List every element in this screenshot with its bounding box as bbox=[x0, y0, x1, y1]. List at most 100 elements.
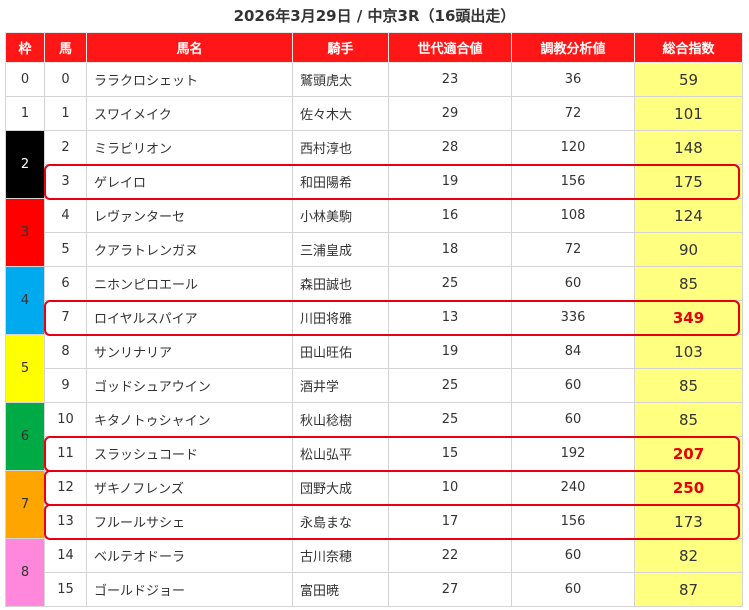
table-row: 5 8 サンリナリア 田山旺佑 19 84 103 bbox=[5, 334, 743, 403]
horse-name-cell: スラッシュコード bbox=[86, 436, 293, 471]
chokyo-value-cell: 240 bbox=[511, 470, 635, 505]
sedai-value-cell: 15 bbox=[388, 436, 512, 471]
sedai-value-cell: 28 bbox=[388, 130, 512, 165]
chokyo-value-cell: 120 bbox=[511, 130, 635, 165]
sedai-value-cell: 19 bbox=[388, 334, 512, 369]
horse-number-cell: 7 bbox=[44, 300, 87, 335]
table-row: 4 6 ニホンピロエール 森田誠也 25 60 85 bbox=[5, 266, 743, 335]
total-index-cell: 103 bbox=[634, 334, 743, 369]
chokyo-value-cell: 156 bbox=[511, 164, 635, 199]
horse-name-cell: ロイヤルスパイア bbox=[86, 300, 293, 335]
jockey-cell: 田山旺佑 bbox=[292, 334, 389, 369]
horse-number-cell: 10 bbox=[44, 402, 87, 437]
horse-name-cell: キタノトゥシャイン bbox=[86, 402, 293, 437]
chokyo-value-cell: 156 bbox=[511, 504, 635, 539]
horse-name-cell: ベルテオドーラ bbox=[86, 538, 293, 573]
horse-number-cell: 12 bbox=[44, 470, 87, 505]
horse-number-cell: 6 bbox=[44, 266, 87, 301]
horse-name-cell: ララクロシェット bbox=[86, 62, 293, 97]
horse-number-cell: 2 bbox=[44, 130, 87, 165]
total-index-cell: 148 bbox=[634, 130, 743, 165]
table-row: 8 14 ベルテオドーラ 古川奈穂 22 60 82 bbox=[5, 538, 743, 607]
table-row: 3 4 レヴァンターセ 小林美駒 16 108 124 bbox=[5, 198, 743, 267]
total-index-cell: 175 bbox=[634, 164, 743, 199]
table-row: 2 2 ミラビリオン 西村淳也 28 120 148 bbox=[5, 130, 743, 199]
sedai-value-cell: 17 bbox=[388, 504, 512, 539]
table-header-row: 枠 馬 馬名 騎手 世代適合値 調教分析値 総合指数 bbox=[5, 32, 743, 63]
sedai-value-cell: 25 bbox=[388, 402, 512, 437]
table-row: 3 ゲレイロ 和田陽希 19 156 175 bbox=[6, 164, 743, 199]
total-index-cell: 349 bbox=[634, 300, 743, 335]
header-sedai: 世代適合値 bbox=[388, 32, 512, 63]
race-table: 枠 馬 馬名 騎手 世代適合値 調教分析値 総合指数 0 0 ララクロシェット 鷲頭虎… bbox=[5, 32, 743, 607]
table-row: 0 0 ララクロシェット 鷲頭虎太 23 36 59 bbox=[5, 62, 743, 97]
horse-name-cell: ミラビリオン bbox=[86, 130, 293, 165]
horse-name-cell: ニホンピロエール bbox=[86, 266, 293, 301]
table-row: 7 12 ザキノフレンズ 団野大成 10 240 250 bbox=[5, 470, 743, 539]
horse-number-cell: 13 bbox=[44, 504, 87, 539]
chokyo-value-cell: 60 bbox=[511, 572, 635, 607]
header-jockey: 騎手 bbox=[292, 32, 389, 63]
table-row: 6 10 キタノトゥシャイン 秋山稔樹 25 60 85 bbox=[5, 402, 743, 471]
table-row: 9 ゴッドシュアウイン 酒井学 25 60 85 bbox=[6, 368, 743, 403]
total-index-cell: 124 bbox=[634, 198, 743, 233]
table-row: 13 フルールサシェ 永島まな 17 156 173 bbox=[6, 504, 743, 539]
waku-cell: 6 bbox=[5, 402, 45, 471]
waku-cell: 7 bbox=[5, 470, 45, 539]
horse-name-cell: ゲレイロ bbox=[86, 164, 293, 199]
waku-cell: 0 bbox=[5, 62, 45, 97]
total-index-cell: 59 bbox=[634, 62, 743, 97]
sedai-value-cell: 25 bbox=[388, 266, 512, 301]
horse-name-cell: フルールサシェ bbox=[86, 504, 293, 539]
total-index-cell: 250 bbox=[634, 470, 743, 505]
total-index-cell: 90 bbox=[634, 232, 743, 267]
jockey-cell: 古川奈穂 bbox=[292, 538, 389, 573]
sedai-value-cell: 25 bbox=[388, 368, 512, 403]
total-index-cell: 101 bbox=[634, 96, 743, 131]
horse-number-cell: 3 bbox=[44, 164, 87, 199]
horse-number-cell: 11 bbox=[44, 436, 87, 471]
horse-name-cell: ゴールドジョー bbox=[86, 572, 293, 607]
chokyo-value-cell: 36 bbox=[511, 62, 635, 97]
jockey-cell: 松山弘平 bbox=[292, 436, 389, 471]
sedai-value-cell: 16 bbox=[388, 198, 512, 233]
horse-number-cell: 0 bbox=[44, 62, 87, 97]
chokyo-value-cell: 192 bbox=[511, 436, 635, 471]
jockey-cell: 酒井学 bbox=[292, 368, 389, 403]
chokyo-value-cell: 72 bbox=[511, 232, 635, 267]
page-title: 2026年3月29日 / 中京3R（16頭出走） bbox=[233, 7, 516, 25]
horse-number-cell: 14 bbox=[44, 538, 87, 573]
horse-number-cell: 8 bbox=[44, 334, 87, 369]
total-index-cell: 85 bbox=[634, 266, 743, 301]
total-index-cell: 85 bbox=[634, 368, 743, 403]
sedai-value-cell: 29 bbox=[388, 96, 512, 131]
sedai-value-cell: 10 bbox=[388, 470, 512, 505]
horse-name-cell: サンリナリア bbox=[86, 334, 293, 369]
chokyo-value-cell: 336 bbox=[511, 300, 635, 335]
total-index-cell: 82 bbox=[634, 538, 743, 573]
jockey-cell: 鷲頭虎太 bbox=[292, 62, 389, 97]
sedai-value-cell: 19 bbox=[388, 164, 512, 199]
waku-cell: 4 bbox=[5, 266, 45, 335]
jockey-cell: 富田暁 bbox=[292, 572, 389, 607]
header-uma: 馬 bbox=[44, 32, 87, 63]
chokyo-value-cell: 108 bbox=[511, 198, 635, 233]
header-waku: 枠 bbox=[5, 32, 45, 63]
sedai-value-cell: 22 bbox=[388, 538, 512, 573]
jockey-cell: 永島まな bbox=[292, 504, 389, 539]
waku-cell: 1 bbox=[5, 96, 45, 131]
total-index-cell: 85 bbox=[634, 402, 743, 437]
chokyo-value-cell: 60 bbox=[511, 538, 635, 573]
waku-cell: 2 bbox=[5, 130, 45, 199]
jockey-cell: 和田陽希 bbox=[292, 164, 389, 199]
horse-name-cell: ザキノフレンズ bbox=[86, 470, 293, 505]
jockey-cell: 秋山稔樹 bbox=[292, 402, 389, 437]
chokyo-value-cell: 84 bbox=[511, 334, 635, 369]
jockey-cell: 団野大成 bbox=[292, 470, 389, 505]
horse-name-cell: スワイメイク bbox=[86, 96, 293, 131]
jockey-cell: 森田誠也 bbox=[292, 266, 389, 301]
horse-number-cell: 1 bbox=[44, 96, 87, 131]
total-index-cell: 207 bbox=[634, 436, 743, 471]
total-index-cell: 87 bbox=[634, 572, 743, 607]
waku-cell: 3 bbox=[5, 198, 45, 267]
